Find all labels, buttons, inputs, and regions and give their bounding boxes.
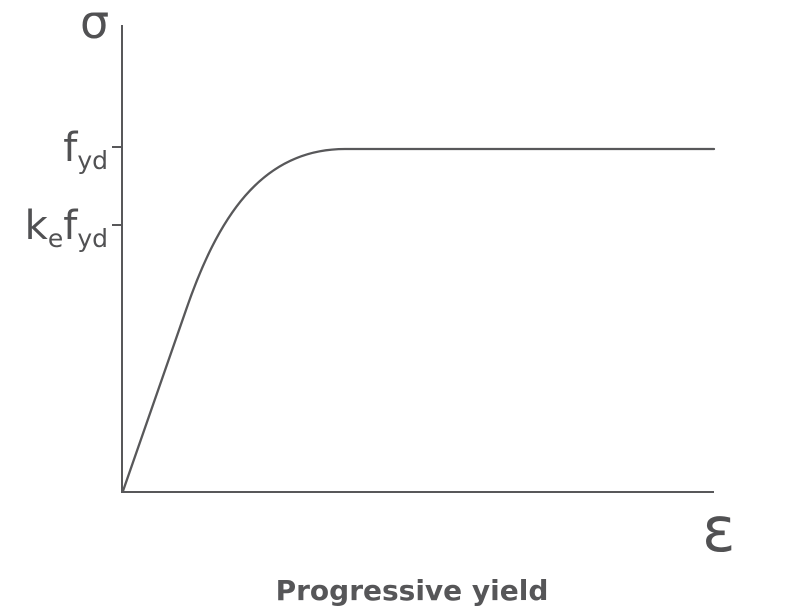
axes-line <box>121 25 714 493</box>
y-axis-label-sigma: σ <box>80 0 110 49</box>
y-axis-tick-marks <box>112 146 122 226</box>
kefyd-f-subscript: yd <box>77 224 108 253</box>
x-axis-label-epsilon: ε <box>702 493 736 566</box>
kefyd-f-base: f <box>63 203 78 249</box>
tick-label-ke-fyd: kefyd <box>10 203 108 251</box>
fyd-base: f <box>63 125 78 171</box>
ke-subscript: e <box>47 224 64 253</box>
stress-strain-curve <box>121 147 716 493</box>
fyd-subscript: yd <box>77 146 108 175</box>
tick-label-fyd: fyd <box>30 125 108 173</box>
chart-caption: Progressive yield <box>275 574 549 607</box>
ke-base: k <box>24 203 48 249</box>
